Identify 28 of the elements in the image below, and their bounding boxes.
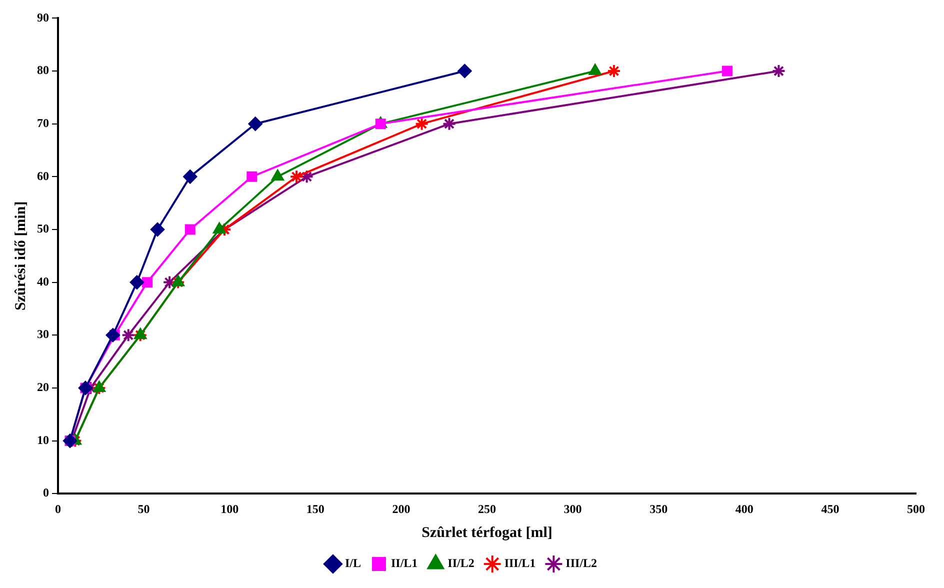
x-axis-title: Szûrlet térfogat [ml] bbox=[422, 524, 552, 541]
x-tick-label: 350 bbox=[650, 502, 668, 516]
y-tick-label: 20 bbox=[37, 380, 49, 394]
legend-label: I/L bbox=[344, 556, 361, 570]
legend-label: II/L2 bbox=[448, 556, 474, 570]
y-tick-label: 40 bbox=[37, 274, 49, 288]
x-tick-label: 50 bbox=[138, 502, 150, 516]
x-tick-label: 400 bbox=[735, 502, 754, 516]
y-tick-label: 60 bbox=[37, 168, 49, 183]
y-tick-label: 70 bbox=[37, 116, 49, 130]
y-axis-title: Szûrési idő [min] bbox=[12, 201, 29, 310]
legend-label: II/L1 bbox=[390, 556, 418, 570]
y-tick-label: 10 bbox=[37, 432, 49, 447]
y-tick-label: 0 bbox=[43, 486, 49, 500]
x-tick-label: 200 bbox=[392, 502, 410, 516]
legend-label: III/L1 bbox=[504, 556, 536, 570]
y-tick-label: 80 bbox=[37, 63, 49, 78]
x-tick-label: 450 bbox=[821, 502, 840, 516]
y-tick-label: 30 bbox=[37, 327, 49, 342]
x-tick-label: 500 bbox=[907, 502, 925, 516]
y-tick-label: 50 bbox=[37, 222, 49, 236]
legend-label: III/L2 bbox=[566, 556, 598, 570]
x-tick-label: 100 bbox=[220, 502, 239, 516]
x-tick-label: 250 bbox=[478, 502, 496, 516]
x-tick-label: 300 bbox=[564, 502, 582, 516]
y-tick-label: 90 bbox=[37, 10, 49, 24]
x-tick-label: 0 bbox=[55, 502, 61, 516]
x-tick-label: 150 bbox=[306, 502, 324, 516]
